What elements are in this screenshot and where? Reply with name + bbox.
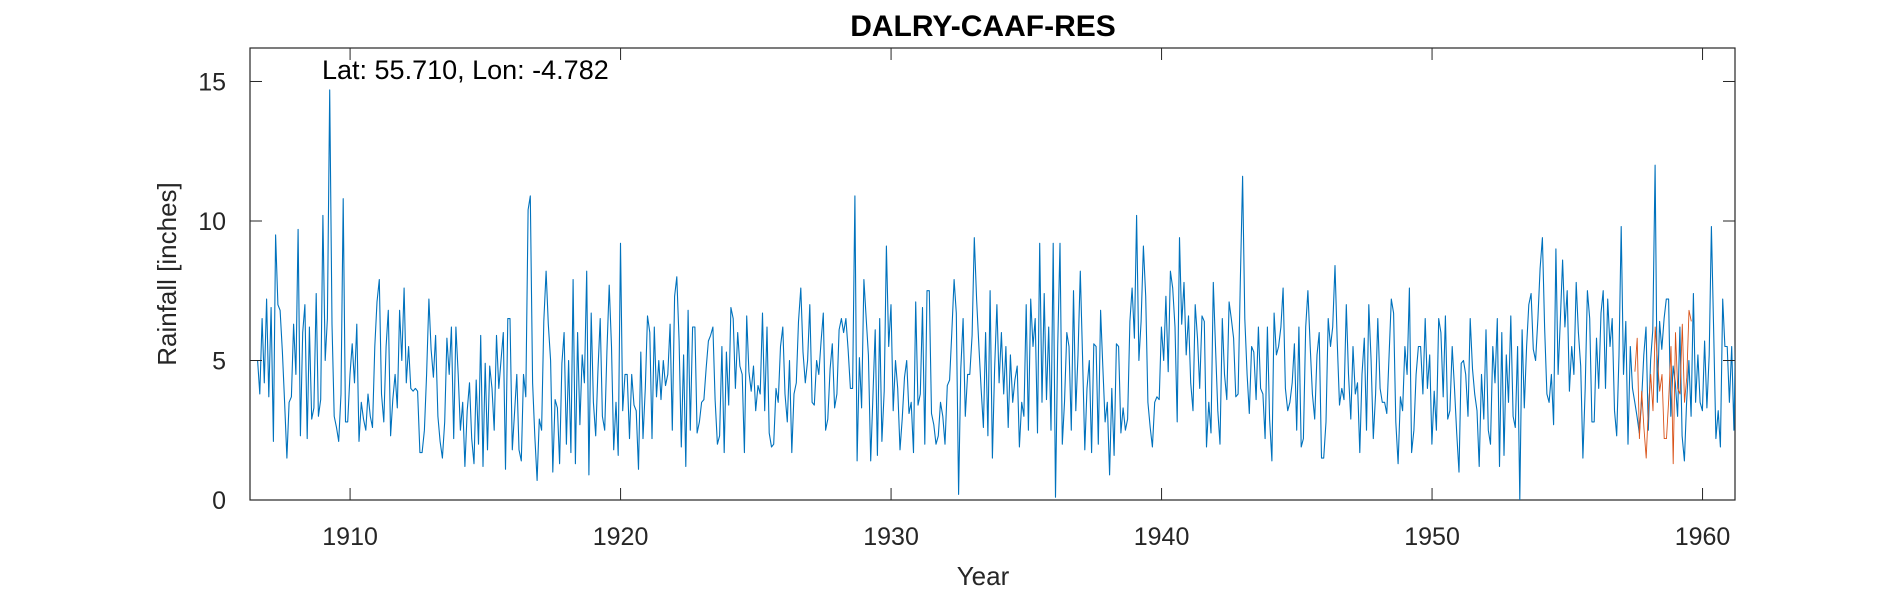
y-tick-label: 0 [212,487,226,515]
rainfall-series-line [257,89,1735,500]
chart-title: DALRY-CAAF-RES [850,10,1116,43]
series-group [257,89,1735,500]
x-tick-label: 1920 [593,523,649,551]
x-tick-label: 1930 [863,523,919,551]
x-tick-label: 1940 [1134,523,1190,551]
x-axis-label: Year [957,561,1010,591]
y-axis: 0 5 10 15 [198,68,1735,515]
y-tick-label: 10 [198,208,226,236]
x-tick-label: 1950 [1404,523,1460,551]
plot-area [249,47,1736,501]
x-axis: 1910 1920 1930 1940 1950 1960 [322,48,1730,551]
y-axis-label: Rainfall [inches] [152,182,182,366]
y-tick-label: 5 [212,347,226,375]
x-tick-label: 1960 [1675,523,1731,551]
x-tick-label: 1910 [322,523,378,551]
location-annotation: Lat: 55.710, Lon: -4.782 [322,55,609,85]
y-tick-label: 15 [198,68,226,96]
rainfall-secondary-series-line [1634,309,1692,465]
